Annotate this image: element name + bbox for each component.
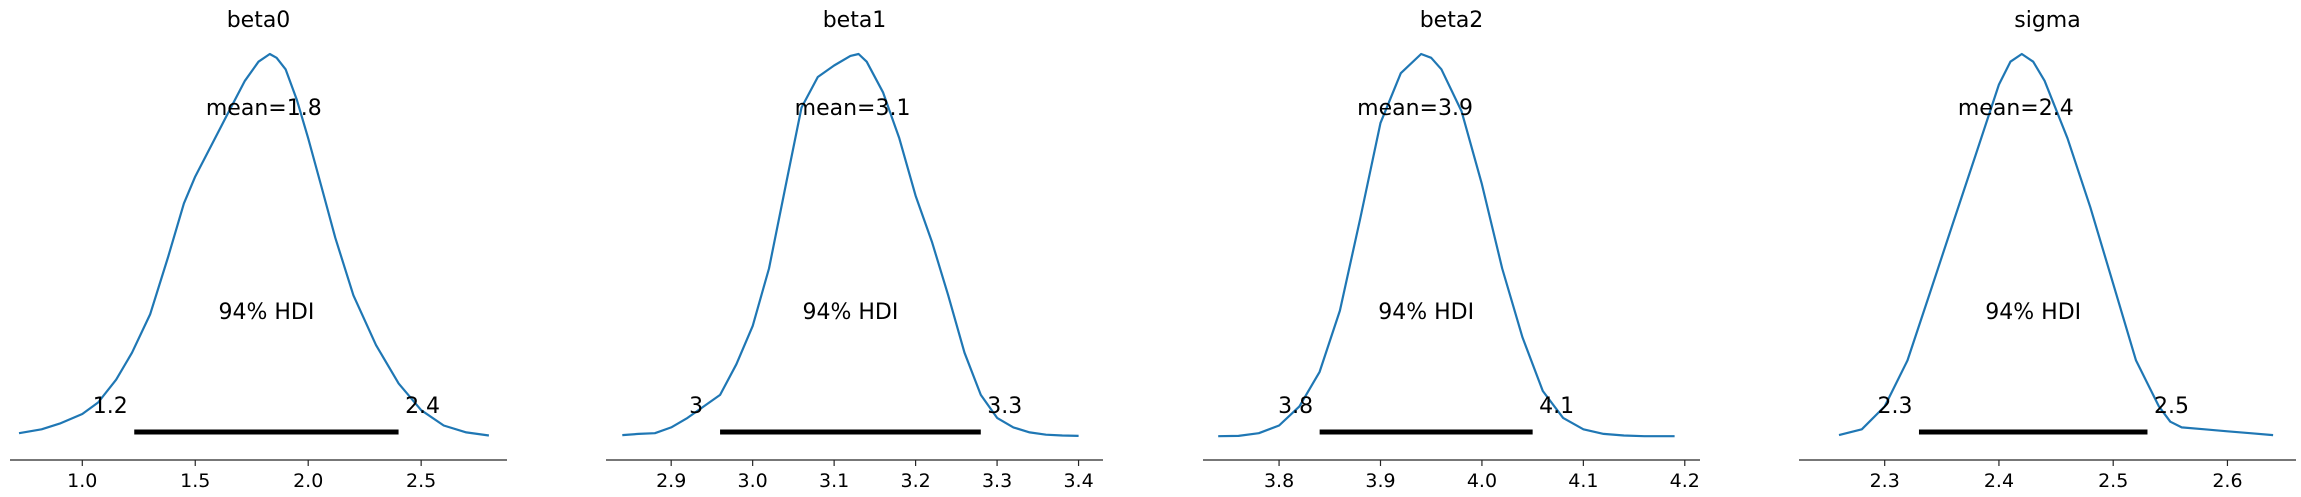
hdi-label: 94% HDI [802, 300, 898, 325]
x-tick-label: 2.4 [1984, 470, 2014, 492]
x-tick-label: 4.2 [1670, 470, 1700, 492]
x-tick-label: 4.1 [1568, 470, 1598, 492]
hdi-label: 94% HDI [1378, 300, 1474, 325]
mean-label: mean=3.9 [1357, 96, 1473, 121]
hdi-high-value: 3.3 [987, 394, 1022, 419]
panel-title: beta0 [227, 8, 291, 33]
panel-title: beta1 [823, 8, 887, 33]
density-curve [622, 52, 1079, 437]
hdi-low-value: 3.8 [1278, 394, 1313, 419]
x-tick-label: 2.5 [2098, 470, 2128, 492]
hdi-low-value: 1.2 [93, 394, 128, 419]
hdi-label: 94% HDI [1985, 300, 2081, 325]
panel-title: sigma [2014, 8, 2080, 33]
posterior-panel-beta0: beta0 mean=1.8 94% HDI 1.2 2.4 1.0 1.5 2.0 2.5 [10, 8, 507, 492]
x-tick-label: 2.9 [656, 470, 686, 492]
x-tick-label: 3.1 [819, 470, 849, 492]
hdi-low-value: 2.3 [1877, 394, 1912, 419]
density-curve [1838, 52, 2274, 437]
x-tick-label: 1.0 [67, 470, 97, 492]
x-tick-label: 2.0 [293, 470, 323, 492]
panel-title: beta2 [1420, 8, 1484, 33]
x-tick-label: 3.4 [1063, 470, 1093, 492]
x-tick-label: 3.8 [1264, 470, 1294, 492]
x-tick-label: 1.5 [180, 470, 210, 492]
hdi-label: 94% HDI [218, 300, 314, 325]
x-tick-label: 2.3 [1870, 470, 1900, 492]
mean-label: mean=2.4 [1958, 96, 2074, 121]
density-curve [1218, 52, 1675, 438]
x-tick-label: 4.0 [1467, 470, 1497, 492]
density-curve [18, 52, 490, 437]
hdi-low-value: 3 [689, 394, 703, 419]
mean-label: mean=3.1 [795, 96, 911, 121]
hdi-high-value: 2.5 [2154, 394, 2189, 419]
x-tick-label: 3.3 [982, 470, 1012, 492]
x-tick-label: 2.6 [2212, 470, 2242, 492]
hdi-high-value: 4.1 [1539, 394, 1574, 419]
mean-label: mean=1.8 [206, 96, 322, 121]
x-tick-label: 3.2 [900, 470, 930, 492]
x-tick-label: 2.5 [406, 470, 436, 492]
posterior-panel-sigma: sigma mean=2.4 94% HDI 2.3 2.5 2.3 2.4 2.5 2.6 [1799, 8, 2296, 492]
x-tick-label: 3.9 [1365, 470, 1395, 492]
x-tick-label: 3.0 [738, 470, 768, 492]
posterior-panel-beta2: beta2 mean=3.9 94% HDI 3.8 4.1 3.8 3.9 4.0 4.1 4.… [1203, 8, 1700, 492]
posterior-panel-beta1: beta1 mean=3.1 94% HDI 3 3.3 2.9 3.0 3.1 3.2 3.3 3… [606, 8, 1103, 492]
hdi-high-value: 2.4 [405, 394, 440, 419]
